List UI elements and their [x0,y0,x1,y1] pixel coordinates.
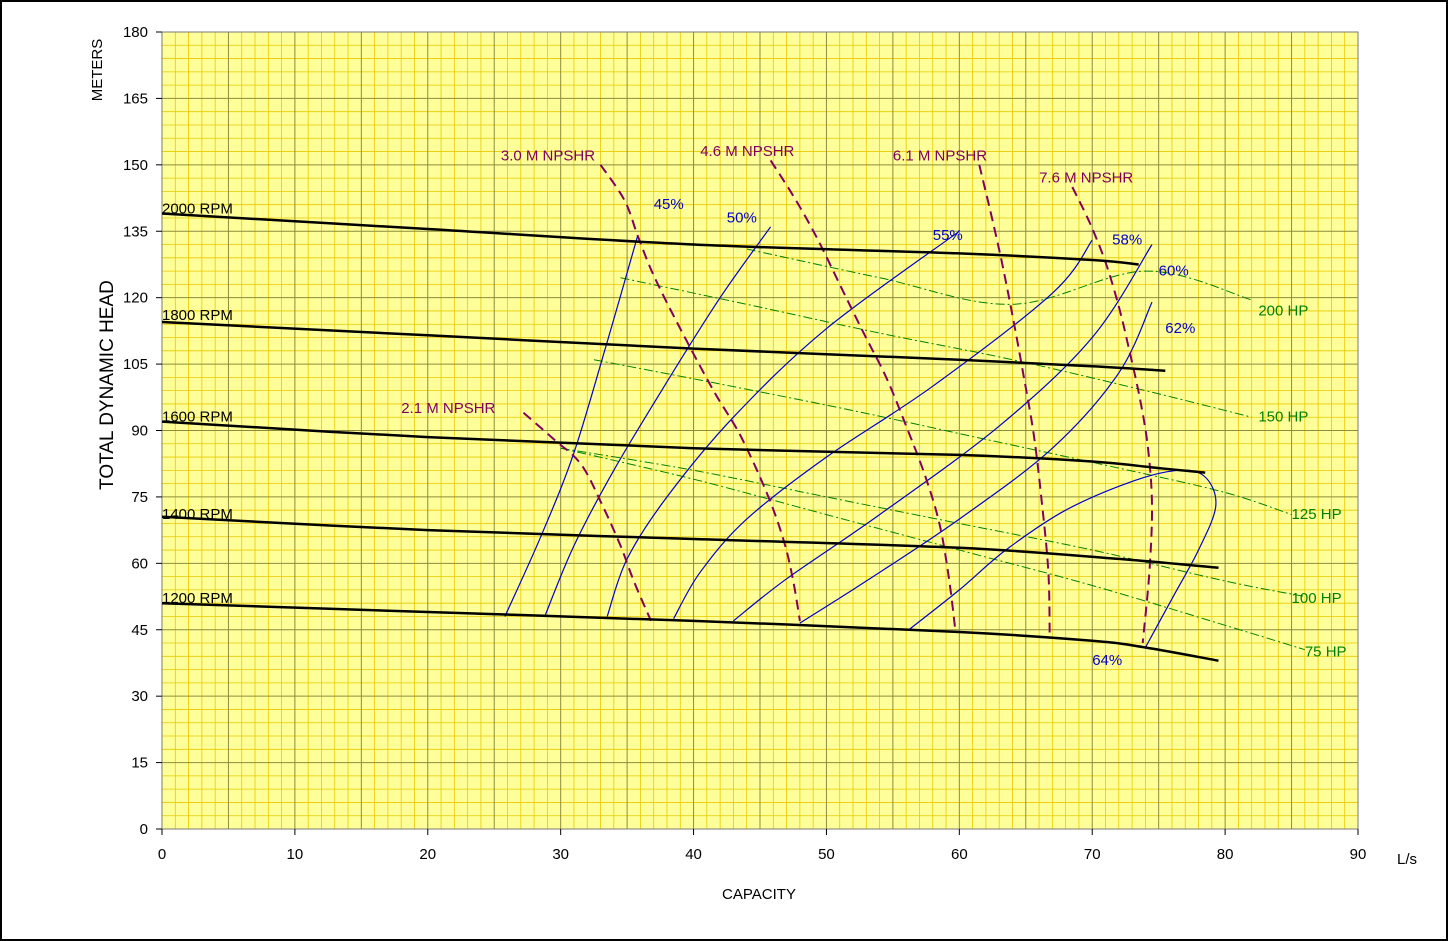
efficiency-label-50: 50% [727,209,757,226]
x-tick-label: 70 [1084,846,1101,863]
x-tick-label: 30 [552,846,569,863]
hp-curve-75-hp [560,447,1305,651]
speed-label-1800-rpm: 1800 RPM [162,307,233,324]
speed-label-1400-rpm: 1400 RPM [162,506,233,523]
efficiency-curve-60 [733,244,1153,622]
hp-label-100-hp: 100 HP [1292,590,1342,607]
y-tick-label: 135 [123,223,148,240]
x-tick-label: 60 [951,846,968,863]
x-tick-label: 0 [158,846,166,863]
x-tick-label: 20 [419,846,436,863]
npshr-curve-6-1-m-npshr [978,164,1051,639]
npshr-curve-2-1-m-npshr [522,412,652,622]
hp-label-75-hp: 75 HP [1305,643,1347,660]
efficiency-curve-62 [799,301,1153,624]
speed-label-1600-rpm: 1600 RPM [162,409,233,426]
y-tick-label: 165 [123,90,148,107]
speed-curve-1400-rpm [162,515,1219,570]
x-axis-label: CAPACITY [722,886,796,903]
efficiency-curve-55 [606,230,960,617]
speed-curve-1600-rpm [162,420,1206,474]
efficiency-label-60: 60% [1159,263,1189,280]
y-axis-label: TOTAL DYNAMIC HEAD [97,280,118,490]
y-tick-label: 150 [123,157,148,174]
npshr-curve-3-0-m-npshr [599,164,801,622]
npshr-curve-4-6-m-npshr [769,159,957,630]
y-tick-label: 30 [131,688,148,705]
x-tick-label: 90 [1350,846,1367,863]
hp-curve-100-hp [560,447,1305,597]
efficiency-curve-58 [673,239,1093,619]
y-tick-label: 15 [131,755,148,772]
x-tick-label: 10 [287,846,304,863]
x-tick-label: 40 [685,846,702,863]
speed-curve-1200-rpm [162,601,1219,662]
npshr-label-7-6-m-npshr: 7.6 M NPSHR [1039,170,1133,187]
efficiency-label-64: 64% [1092,652,1122,669]
hp-label-200-hp: 200 HP [1258,302,1308,319]
hp-curve-200-hp [746,248,1252,305]
x-tick-label: 80 [1217,846,1234,863]
y-tick-label: 90 [131,423,148,440]
hp-curve-150-hp [620,277,1252,418]
y-tick-label: 105 [123,356,148,373]
efficiency-curve-50 [544,226,772,617]
y-axis-unit: METERS [89,39,106,102]
efficiency-label-62: 62% [1165,320,1195,337]
y-tick-label: 120 [123,290,148,307]
efficiency-label-55: 55% [933,227,963,244]
npshr-curve-7-6-m-npshr [1071,186,1154,644]
npshr-label-3-0-m-npshr: 3.0 M NPSHR [501,147,595,164]
speed-curve-1800-rpm [162,320,1166,372]
y-tick-label: 0 [140,821,148,838]
x-tick-label: 50 [818,846,835,863]
y-tick-label: 45 [131,622,148,639]
npshr-label-4-6-m-npshr: 4.6 M NPSHR [700,143,794,160]
efficiency-curve-45 [504,235,639,617]
hp-curve-125-hp [593,359,1292,516]
hp-label-125-hp: 125 HP [1292,506,1342,523]
efficiency-label-45: 45% [654,196,684,213]
y-tick-label: 60 [131,555,148,572]
efficiency-label-58: 58% [1112,232,1142,249]
speed-label-2000-rpm: 2000 RPM [162,201,233,218]
hp-label-150-hp: 150 HP [1258,409,1308,426]
speed-curve-2000-rpm [162,212,1139,266]
y-tick-label: 75 [131,489,148,506]
y-tick-label: 180 [123,24,148,41]
npshr-label-6-1-m-npshr: 6.1 M NPSHR [893,147,987,164]
x-axis-unit: L/s [1397,851,1417,868]
speed-label-1200-rpm: 1200 RPM [162,590,233,607]
npshr-label-2-1-m-npshr: 2.1 M NPSHR [401,400,495,417]
